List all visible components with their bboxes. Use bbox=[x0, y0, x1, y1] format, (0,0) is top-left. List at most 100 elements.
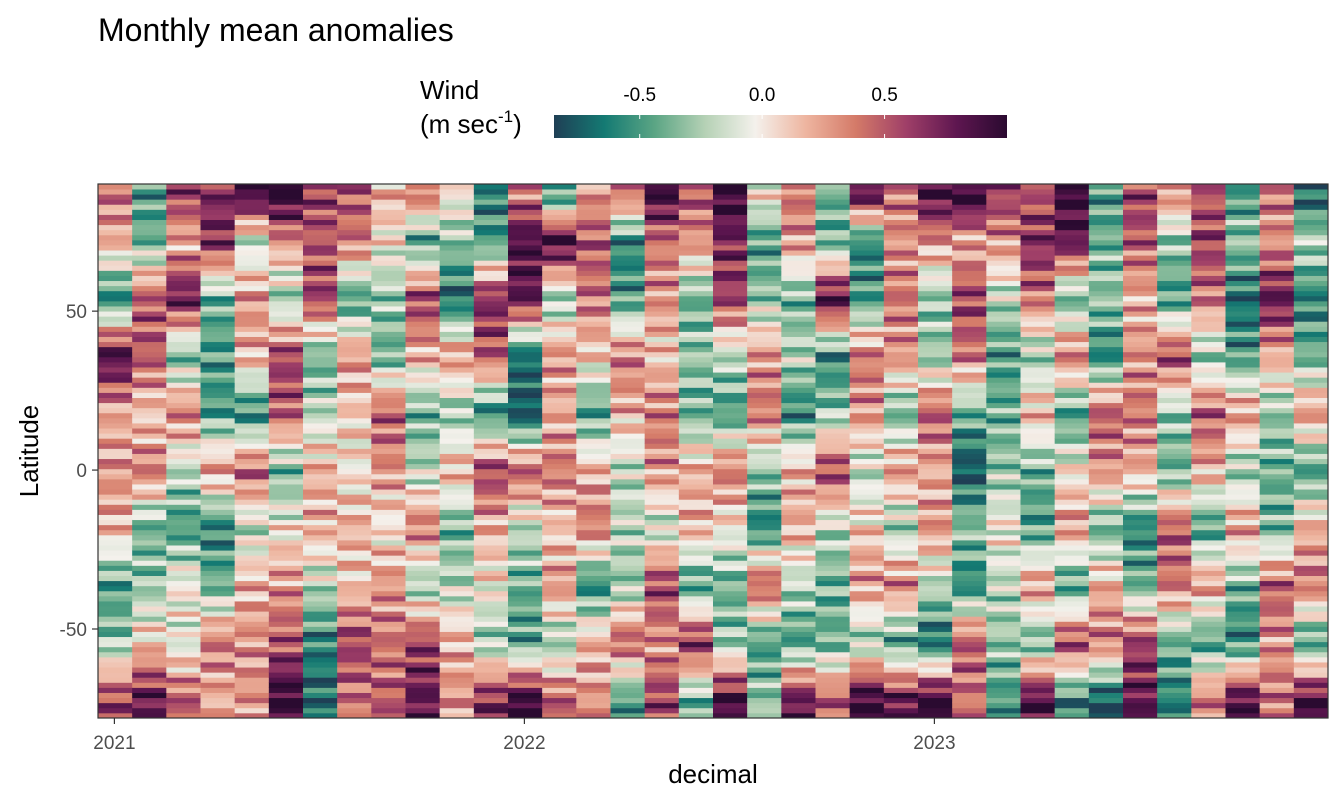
heatmap-cell bbox=[132, 351, 167, 358]
heatmap-cell bbox=[132, 590, 167, 597]
heatmap-cell bbox=[234, 570, 270, 576]
heatmap-cell bbox=[713, 367, 748, 373]
heatmap-cell bbox=[234, 545, 270, 551]
heatmap-cell bbox=[439, 392, 475, 398]
heatmap-cell bbox=[678, 677, 714, 683]
heatmap-cell bbox=[576, 478, 611, 485]
heatmap-cell bbox=[371, 448, 406, 454]
heatmap-cell bbox=[1225, 290, 1261, 297]
heatmap-cell bbox=[1020, 519, 1056, 526]
heatmap-cell bbox=[166, 555, 201, 561]
heatmap-cell bbox=[371, 519, 406, 526]
heatmap-cell bbox=[268, 646, 304, 653]
heatmap-cell bbox=[986, 580, 1021, 587]
heatmap-cell bbox=[1259, 468, 1295, 475]
heatmap-cell bbox=[918, 473, 953, 480]
heatmap-cell bbox=[1225, 489, 1261, 495]
heatmap-cell bbox=[200, 407, 236, 414]
heatmap-cell bbox=[303, 189, 338, 195]
heatmap-cell bbox=[610, 636, 646, 643]
heatmap-cell bbox=[952, 224, 987, 231]
heatmap-cell bbox=[883, 336, 919, 343]
heatmap-cell bbox=[986, 239, 1021, 246]
heatmap-cell bbox=[1088, 682, 1124, 688]
heatmap-cell bbox=[166, 387, 201, 393]
heatmap-cell bbox=[918, 585, 953, 592]
heatmap-cell bbox=[98, 448, 133, 454]
heatmap-cell bbox=[952, 534, 987, 541]
heatmap-cell bbox=[473, 504, 509, 510]
heatmap-cell bbox=[815, 560, 851, 566]
heatmap-cell bbox=[1123, 682, 1158, 688]
heatmap-cell bbox=[303, 428, 338, 434]
heatmap-cell bbox=[371, 290, 406, 297]
heatmap-cell bbox=[200, 575, 236, 582]
heatmap-cell bbox=[576, 443, 611, 449]
heatmap-cell bbox=[542, 616, 577, 622]
heatmap-cell bbox=[678, 682, 714, 688]
heatmap-cell bbox=[303, 524, 338, 531]
heatmap-cell bbox=[1259, 336, 1295, 343]
heatmap-cell bbox=[952, 321, 987, 327]
heatmap-cell bbox=[166, 199, 201, 205]
heatmap-cell bbox=[747, 514, 782, 521]
heatmap-cell bbox=[1259, 412, 1295, 419]
heatmap-cell bbox=[1020, 306, 1056, 312]
heatmap-cell bbox=[918, 707, 953, 714]
heatmap-cell bbox=[781, 712, 816, 718]
heatmap-cell bbox=[849, 697, 885, 704]
heatmap-cell bbox=[1123, 662, 1158, 668]
heatmap-cell bbox=[644, 245, 680, 251]
heatmap-cell bbox=[1123, 626, 1158, 632]
heatmap-cell bbox=[644, 214, 680, 220]
heatmap-cell bbox=[1020, 712, 1056, 718]
heatmap-cell bbox=[986, 484, 1021, 490]
heatmap-cell bbox=[303, 402, 338, 409]
heatmap-cell bbox=[132, 300, 167, 307]
heatmap-cell bbox=[952, 656, 987, 663]
heatmap-cell bbox=[576, 580, 611, 587]
heatmap-cell bbox=[1157, 707, 1192, 714]
heatmap-cell bbox=[1157, 392, 1192, 398]
heatmap-cell bbox=[678, 275, 714, 282]
heatmap-cell bbox=[815, 524, 851, 531]
heatmap-cell bbox=[166, 550, 201, 556]
heatmap-cell bbox=[371, 428, 406, 434]
heatmap-cell bbox=[952, 402, 987, 409]
heatmap-cell bbox=[986, 550, 1021, 556]
heatmap-cell bbox=[678, 448, 714, 454]
heatmap-cell bbox=[1054, 601, 1090, 607]
heatmap-cell bbox=[644, 250, 680, 256]
heatmap-cell bbox=[815, 656, 851, 663]
heatmap-cell bbox=[1020, 626, 1056, 632]
heatmap-cell bbox=[918, 646, 953, 653]
heatmap-cell bbox=[747, 636, 782, 643]
heatmap-cell bbox=[918, 565, 953, 571]
heatmap-cell bbox=[268, 331, 304, 337]
heatmap-cell bbox=[952, 336, 987, 343]
heatmap-cell bbox=[918, 402, 953, 409]
heatmap-cell bbox=[849, 224, 885, 231]
heatmap-cell bbox=[1293, 341, 1328, 348]
heatmap-cell bbox=[508, 646, 543, 653]
heatmap-cell bbox=[678, 321, 714, 327]
heatmap-cell bbox=[132, 392, 167, 398]
heatmap-cell bbox=[610, 199, 646, 205]
heatmap-cell bbox=[1157, 651, 1192, 658]
heatmap-cell bbox=[473, 585, 509, 592]
heatmap-cell bbox=[1054, 377, 1090, 383]
heatmap-cell bbox=[473, 397, 509, 404]
heatmap-cell bbox=[200, 651, 236, 658]
heatmap-cell bbox=[644, 478, 680, 485]
heatmap-cell bbox=[1123, 295, 1158, 302]
heatmap-cell bbox=[303, 255, 338, 261]
heatmap-cell bbox=[234, 590, 270, 597]
heatmap-cell bbox=[644, 616, 680, 622]
heatmap-cell bbox=[849, 189, 885, 195]
heatmap-cell bbox=[918, 667, 953, 673]
heatmap-cell bbox=[371, 468, 406, 475]
heatmap-cell bbox=[1157, 616, 1192, 622]
heatmap-cell bbox=[371, 295, 406, 302]
heatmap-cell bbox=[1054, 611, 1090, 617]
heatmap-cell bbox=[815, 570, 851, 576]
